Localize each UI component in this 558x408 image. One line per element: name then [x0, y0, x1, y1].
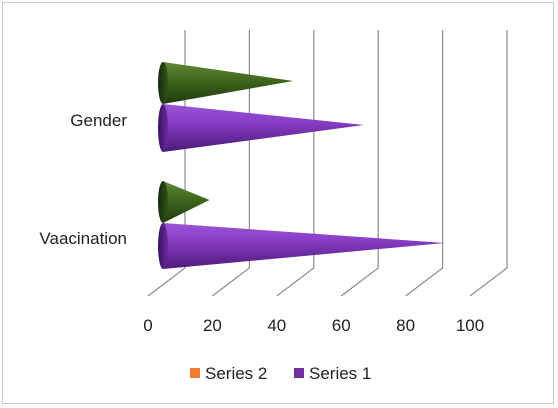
cone-series-1	[158, 223, 445, 269]
legend-label-series-2: Series 2	[205, 364, 267, 383]
x-tick-label: 100	[456, 316, 484, 335]
x-tick-label: 60	[332, 316, 351, 335]
chart-frame	[2, 2, 554, 404]
gridline	[276, 30, 315, 297]
gridline	[469, 30, 508, 297]
x-tick-label: 40	[267, 316, 286, 335]
gridline	[340, 30, 379, 297]
cone-series-2	[158, 62, 294, 104]
gridline	[212, 30, 250, 297]
category-label: Vaacination	[39, 229, 127, 248]
legend-swatch-series-1	[294, 368, 304, 378]
gridline	[405, 30, 444, 297]
x-tick-label: 0	[143, 316, 152, 335]
category-label: Gender	[70, 111, 127, 130]
x-tick-label: 80	[396, 316, 415, 335]
x-tick-label: 20	[203, 316, 222, 335]
category-labels: Gender Vaacination	[39, 111, 127, 248]
x-axis-tick-labels: 0 20 40 60 80 100	[143, 316, 484, 335]
legend-label-series-1: Series 1	[309, 364, 371, 383]
legend: Series 2 Series 1	[190, 364, 371, 383]
legend-swatch-series-2	[190, 368, 200, 378]
data-cones	[158, 62, 445, 269]
cone-series-2	[158, 181, 210, 223]
cone-series-1	[158, 104, 365, 152]
